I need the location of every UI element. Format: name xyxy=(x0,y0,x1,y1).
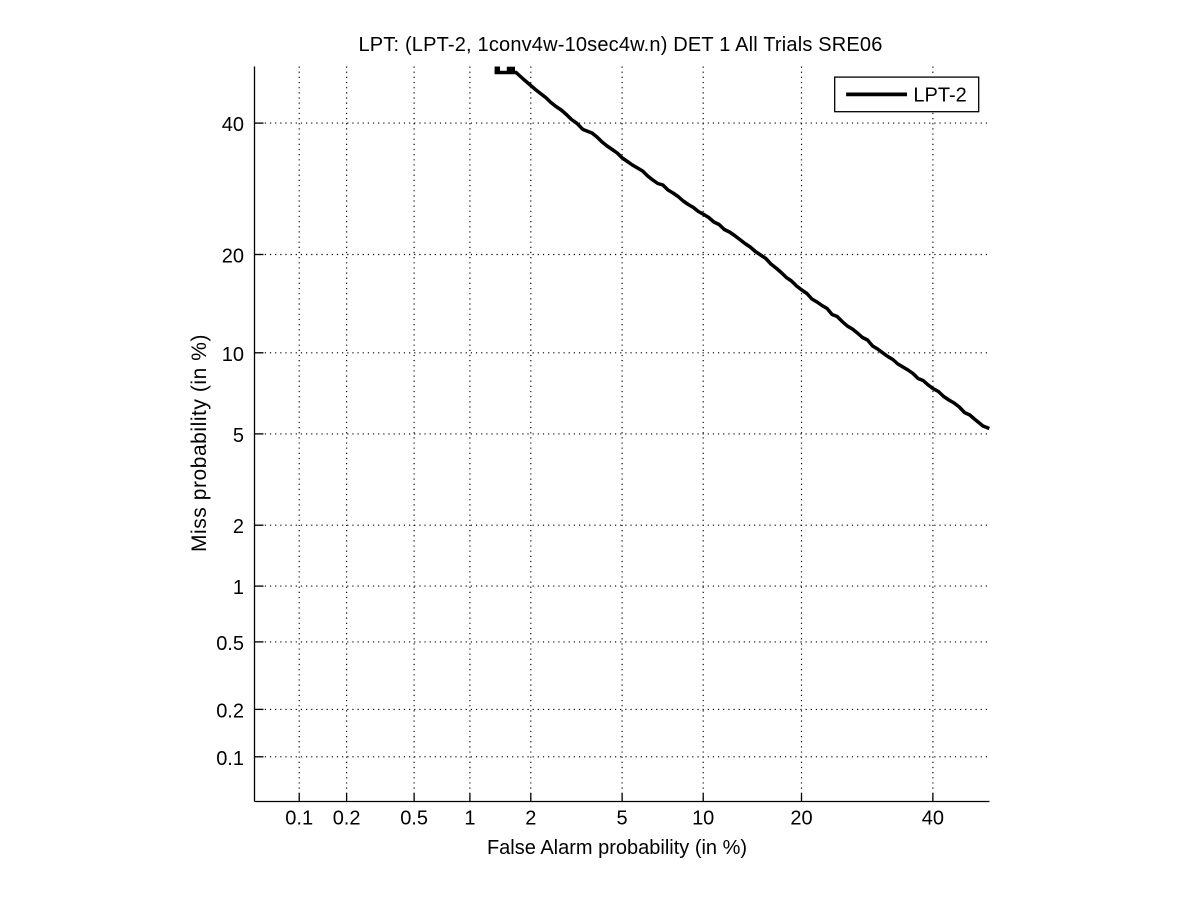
svg-text:1: 1 xyxy=(464,808,475,830)
svg-text:0.2: 0.2 xyxy=(333,808,361,830)
svg-text:0.1: 0.1 xyxy=(216,748,244,770)
svg-text:False Alarm probability (in %): False Alarm probability (in %) xyxy=(487,837,747,859)
svg-text:1: 1 xyxy=(233,577,244,599)
svg-text:10: 10 xyxy=(222,344,244,366)
svg-text:20: 20 xyxy=(790,808,812,830)
svg-text:Miss probability (in %): Miss probability (in %) xyxy=(188,334,211,552)
svg-text:0.5: 0.5 xyxy=(400,808,428,830)
svg-text:0.2: 0.2 xyxy=(216,700,244,722)
svg-text:5: 5 xyxy=(233,425,244,447)
svg-text:40: 40 xyxy=(222,114,244,136)
svg-text:20: 20 xyxy=(222,246,244,268)
svg-text:10: 10 xyxy=(692,808,714,830)
svg-text:5: 5 xyxy=(617,808,628,830)
svg-text:40: 40 xyxy=(922,808,944,830)
svg-text:0.1: 0.1 xyxy=(285,808,313,830)
svg-text:LPT: (LPT-2, 1conv4w-10sec4w.n: LPT: (LPT-2, 1conv4w-10sec4w.n) DET 1 Al… xyxy=(358,34,882,56)
svg-text:LPT-2: LPT-2 xyxy=(913,84,966,106)
svg-text:2: 2 xyxy=(525,808,536,830)
svg-text:2: 2 xyxy=(233,516,244,538)
svg-text:0.5: 0.5 xyxy=(216,633,244,655)
